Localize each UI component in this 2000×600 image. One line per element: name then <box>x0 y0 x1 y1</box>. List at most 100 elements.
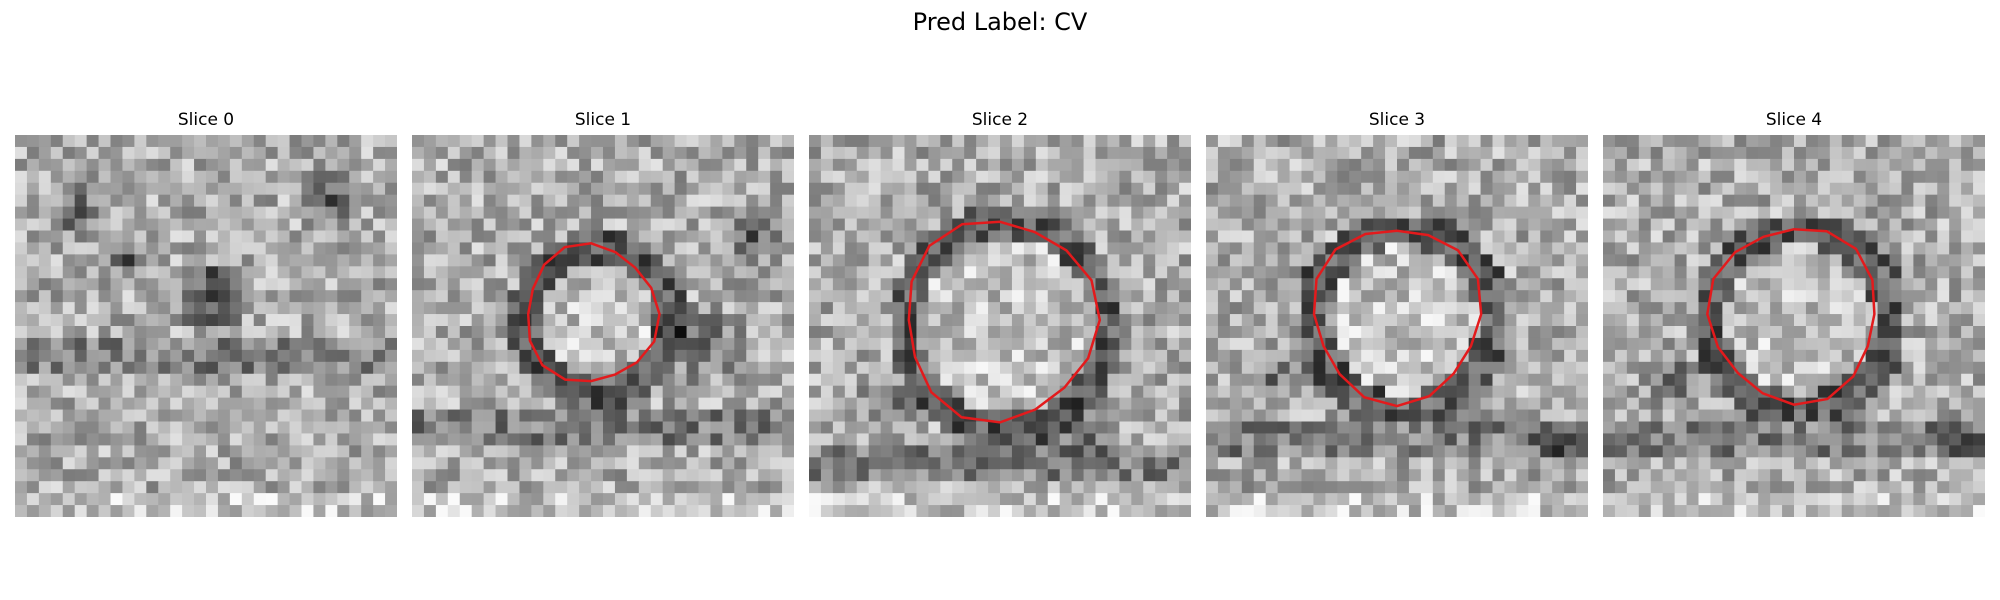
image-pixel <box>1023 349 1037 363</box>
image-pixel <box>892 146 905 160</box>
image-pixel <box>952 135 965 148</box>
image-pixel <box>15 373 28 387</box>
image-pixel <box>1349 421 1362 434</box>
image-pixel <box>385 433 397 446</box>
image-pixel <box>892 433 905 446</box>
image-pixel <box>892 349 905 363</box>
image-pixel <box>337 505 350 517</box>
image-pixel <box>820 170 834 184</box>
image-pixel <box>1746 457 1759 470</box>
image-pixel <box>1504 218 1517 231</box>
image-pixel <box>1889 349 1902 363</box>
image-pixel <box>758 206 771 219</box>
image-pixel <box>638 278 652 291</box>
image-pixel <box>1710 373 1723 387</box>
image-pixel <box>1408 158 1422 172</box>
image-pixel <box>471 302 485 315</box>
image-pixel <box>1794 361 1807 375</box>
image-pixel <box>277 349 290 363</box>
image-pixel <box>892 326 905 339</box>
image-pixel <box>1071 194 1084 208</box>
image-pixel <box>1961 337 1974 351</box>
image-pixel <box>1650 170 1664 184</box>
image-pixel <box>746 373 759 387</box>
image-pixel <box>868 254 882 267</box>
image-pixel <box>1961 206 1974 219</box>
image-pixel <box>1817 349 1831 363</box>
image-pixel <box>856 302 870 315</box>
image-pixel <box>1325 505 1338 517</box>
image-pixel <box>1277 290 1290 303</box>
image-pixel <box>1817 146 1831 160</box>
image-pixel <box>50 445 64 458</box>
image-pixel <box>98 349 111 363</box>
image-pixel <box>614 206 628 219</box>
image-pixel <box>686 445 699 458</box>
image-pixel <box>1650 349 1664 363</box>
image-pixel <box>98 182 111 196</box>
image-pixel <box>194 409 207 422</box>
image-pixel <box>626 290 640 303</box>
image-pixel <box>662 469 676 482</box>
image-pixel <box>1047 326 1061 339</box>
image-pixel <box>758 182 771 196</box>
image-pixel <box>1770 135 1783 148</box>
image-pixel <box>313 302 326 315</box>
image-pixel <box>603 481 616 494</box>
image-pixel <box>1961 326 1974 339</box>
image-pixel <box>1698 421 1711 434</box>
image-pixel <box>1313 373 1326 387</box>
image-pixel <box>471 421 485 434</box>
image-pixel <box>1119 493 1132 506</box>
image-pixel <box>1071 361 1084 375</box>
image-pixel <box>1349 326 1362 339</box>
image-pixel <box>265 290 279 303</box>
image-pixel <box>1107 373 1120 387</box>
image-pixel <box>626 158 640 172</box>
image-pixel <box>614 278 628 291</box>
image-pixel <box>1217 493 1231 506</box>
image-pixel <box>638 326 652 339</box>
image-pixel <box>710 373 723 387</box>
image-pixel <box>567 302 580 315</box>
image-pixel <box>423 326 437 339</box>
image-pixel <box>1131 266 1144 279</box>
image-pixel <box>809 254 822 267</box>
image-pixel <box>1167 397 1180 410</box>
image-pixel <box>1349 409 1362 422</box>
image-pixel <box>1468 302 1481 315</box>
image-pixel <box>1877 290 1890 303</box>
image-pixel <box>722 469 735 482</box>
image-pixel <box>782 445 794 458</box>
image-pixel <box>194 194 207 208</box>
image-pixel <box>531 242 544 255</box>
image-pixel <box>650 385 664 399</box>
image-pixel <box>579 385 592 399</box>
image-pixel <box>15 337 28 351</box>
image-pixel <box>1973 242 1985 255</box>
image-pixel <box>483 242 496 255</box>
image-pixel <box>1444 385 1458 399</box>
image-pixel <box>1961 146 1974 160</box>
image-pixel <box>435 433 449 446</box>
image-pixel <box>26 135 40 148</box>
image-pixel <box>1444 290 1458 303</box>
image-pixel <box>98 170 111 184</box>
image-pixel <box>1217 158 1231 172</box>
image-pixel <box>964 182 977 196</box>
image-pixel <box>206 242 219 255</box>
image-pixel <box>1217 302 1231 315</box>
image-pixel <box>868 266 882 279</box>
image-pixel <box>423 302 437 315</box>
image-pixel <box>1325 170 1338 184</box>
image-pixel <box>1420 158 1434 172</box>
image-pixel <box>423 146 437 160</box>
image-pixel <box>1973 373 1985 387</box>
image-pixel <box>385 397 397 410</box>
image-pixel <box>62 505 76 517</box>
image-pixel <box>1540 445 1553 458</box>
image-pixel <box>361 469 374 482</box>
image-pixel <box>1686 421 1699 434</box>
image-pixel <box>856 314 870 327</box>
image-pixel <box>38 278 52 291</box>
